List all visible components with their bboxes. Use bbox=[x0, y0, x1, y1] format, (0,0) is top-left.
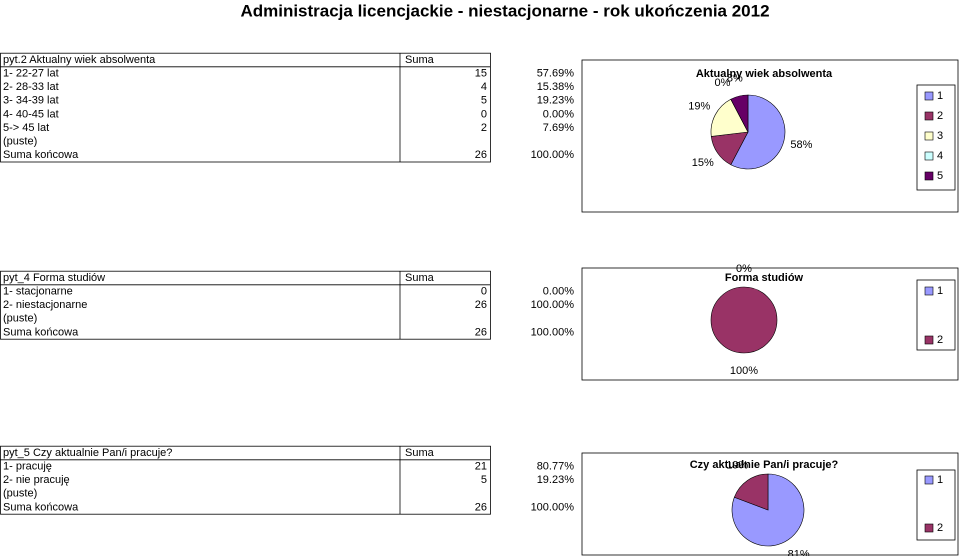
chart-title: Aktualny wiek absolwenta bbox=[696, 68, 833, 80]
chart-title: Forma studiów bbox=[725, 272, 804, 284]
row-label: Suma końcowa bbox=[3, 149, 79, 161]
legend-frame bbox=[916, 279, 956, 351]
slice-label: 58% bbox=[790, 139, 812, 151]
row-percent: 57.69% bbox=[537, 68, 575, 80]
table-header: Suma bbox=[405, 54, 435, 66]
pie-slice bbox=[730, 94, 749, 133]
slice-label: 0% bbox=[736, 263, 752, 275]
legend-frame bbox=[916, 469, 956, 541]
table-header: Suma bbox=[405, 447, 435, 459]
row-percent: 7.69% bbox=[543, 122, 574, 134]
pie-slice bbox=[733, 473, 769, 511]
pie-slice bbox=[710, 98, 749, 137]
slice-label: 15% bbox=[692, 157, 714, 169]
row-count: 4 bbox=[481, 81, 487, 93]
row-percent: 0.00% bbox=[543, 286, 574, 298]
row-count: 26 bbox=[475, 149, 487, 161]
legend-swatch bbox=[924, 475, 934, 485]
slice-label: 100% bbox=[730, 365, 758, 377]
row-label: Suma końcowa bbox=[3, 326, 79, 338]
row-percent: 19.23% bbox=[537, 95, 575, 107]
row-label: 5-> 45 lat bbox=[3, 122, 49, 134]
row-count: 2 bbox=[481, 122, 487, 134]
table-header: pyt.2 Aktualny wiek absolwenta bbox=[3, 54, 156, 66]
row-label: 1- stacjonarne bbox=[3, 286, 73, 298]
legend-swatch bbox=[924, 91, 934, 101]
row-label: 2- niestacjonarne bbox=[3, 299, 87, 311]
slice-label: 0% bbox=[714, 77, 730, 89]
row-percent: 15.38% bbox=[537, 81, 575, 93]
legend-swatch bbox=[924, 111, 934, 121]
row-percent: 100.00% bbox=[531, 149, 575, 161]
legend-swatch bbox=[924, 171, 934, 181]
legend-label: 2 bbox=[937, 110, 943, 122]
table-border bbox=[0, 270, 491, 340]
row-percent: 0.00% bbox=[543, 108, 574, 120]
row-label: (puste) bbox=[3, 313, 37, 325]
legend-label: 1 bbox=[937, 474, 943, 486]
row-count: 5 bbox=[481, 95, 487, 107]
row-percent: 100.00% bbox=[531, 299, 575, 311]
table-border bbox=[0, 445, 491, 515]
legend-label: 1 bbox=[937, 90, 943, 102]
legend-label: 4 bbox=[937, 150, 943, 162]
row-percent: 19.23% bbox=[537, 474, 575, 486]
row-count: 26 bbox=[475, 326, 487, 338]
slice-label: 19% bbox=[688, 100, 710, 112]
row-label: 4- 40-45 lat bbox=[3, 108, 59, 120]
row-label: 2- 28-33 lat bbox=[3, 81, 59, 93]
legend-swatch bbox=[924, 335, 934, 345]
row-count: 26 bbox=[475, 299, 487, 311]
row-label: (puste) bbox=[3, 488, 37, 500]
row-count: 21 bbox=[475, 461, 487, 473]
row-label: 1- 22-27 lat bbox=[3, 68, 59, 80]
legend-label: 1 bbox=[937, 285, 943, 297]
page-title: Administracja licencjackie - niestacjona… bbox=[240, 1, 769, 20]
legend-swatch bbox=[924, 151, 934, 161]
slice-label: 81% bbox=[788, 548, 810, 556]
legend-label: 2 bbox=[937, 522, 943, 534]
legend-swatch bbox=[924, 523, 934, 533]
legend-label: 2 bbox=[937, 334, 943, 346]
slice-label: 19% bbox=[726, 459, 748, 471]
table-header: pyt_5 Czy aktualnie Pan/i pracuje? bbox=[3, 447, 172, 459]
slice-label: 8% bbox=[727, 73, 743, 85]
row-count: 15 bbox=[475, 68, 487, 80]
table-header: Suma bbox=[405, 272, 435, 284]
row-count: 5 bbox=[481, 474, 487, 486]
table-border bbox=[0, 52, 491, 163]
row-label: 3- 34-39 lat bbox=[3, 95, 59, 107]
row-percent: 80.77% bbox=[537, 461, 575, 473]
legend-swatch bbox=[924, 131, 934, 141]
row-count: 26 bbox=[475, 501, 487, 513]
row-percent: 100.00% bbox=[531, 501, 575, 513]
row-label: 2- nie pracuję bbox=[3, 474, 70, 486]
row-label: Suma końcowa bbox=[3, 501, 79, 513]
row-count: 0 bbox=[481, 108, 487, 120]
legend-label: 5 bbox=[937, 170, 943, 182]
pie-slice bbox=[710, 286, 778, 354]
legend-frame bbox=[916, 84, 956, 191]
legend-label: 3 bbox=[937, 130, 943, 142]
row-percent: 100.00% bbox=[531, 326, 575, 338]
pie-slice bbox=[730, 94, 786, 170]
chart-title: Czy aktualnie Pan/i pracuje? bbox=[690, 459, 839, 471]
row-label: (puste) bbox=[3, 136, 37, 148]
row-count: 0 bbox=[481, 286, 487, 298]
row-label: 1- pracuję bbox=[3, 461, 52, 473]
table-header: pyt_4 Forma studiów bbox=[3, 272, 105, 284]
legend-swatch bbox=[924, 286, 934, 296]
